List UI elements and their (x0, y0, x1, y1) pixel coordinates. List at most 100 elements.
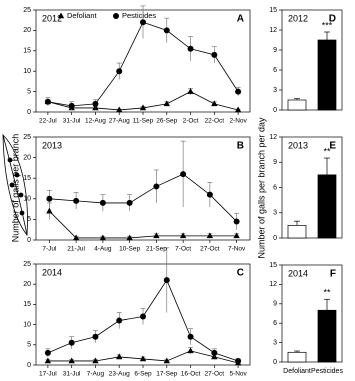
point (140, 19, 146, 26)
x-tick-label: 27-Aug (109, 118, 130, 125)
point (235, 357, 242, 364)
x-tick-label: 7-Jul (42, 246, 57, 253)
x-tick-label: 6-Sep (134, 371, 152, 378)
significance: *** (322, 20, 333, 30)
x-tick-label: 26-Sep (156, 118, 177, 125)
y-tick-label: 0 (27, 237, 31, 244)
legend-marker (113, 13, 119, 19)
y-tick-label: 20 (23, 154, 31, 161)
x-tick-label: 17-Jul (39, 371, 57, 378)
gall-dot (18, 192, 24, 198)
point (116, 353, 123, 360)
point (140, 313, 146, 320)
point (92, 100, 99, 107)
y-tick-label: 6 (273, 184, 277, 191)
y-tick-label: 3 (273, 87, 277, 94)
x-tick-label: 10-Sep (119, 246, 140, 253)
y-tick-label: 25 (23, 134, 31, 141)
point (92, 357, 99, 364)
y-tick-label: 5 (27, 216, 31, 223)
y-tick-label: 9 (273, 47, 277, 54)
x-tick-label: 21-Sep (146, 246, 167, 253)
bar (317, 39, 337, 111)
point (46, 207, 53, 214)
x-tick-label: 2-Nov (229, 118, 247, 125)
panel-label: B (237, 141, 244, 152)
point (116, 317, 123, 324)
significance: ** (323, 146, 331, 156)
panel-label: F (330, 269, 336, 280)
point (163, 357, 170, 364)
x-tick-label: 7-Nov (228, 246, 246, 253)
x-tick-label: 22-Oct (205, 118, 225, 125)
y-tick-label: 10 (23, 196, 31, 203)
bar (317, 309, 337, 363)
x-tick-label: 31-Jul (63, 371, 81, 378)
y-tick-label: 3 (273, 339, 277, 346)
point (235, 88, 242, 95)
point (68, 339, 75, 346)
y-tick-label: 6 (273, 67, 277, 74)
y-tick-label: 0 (27, 109, 31, 116)
plot-frame (35, 136, 251, 241)
y-tick-label: 25 (23, 7, 31, 14)
point (68, 102, 75, 109)
x-tick-label: 5-Nov (229, 371, 247, 378)
y-tick-label: 5 (27, 88, 31, 95)
legend-marker (57, 12, 65, 19)
y-tick-label: 12 (269, 134, 277, 141)
x-tick-label: 2-Oct (183, 118, 199, 125)
y-tick-label: 9 (273, 159, 277, 166)
x-tick-label: 27-Oct (200, 246, 220, 253)
plot-frame (281, 264, 343, 363)
legend-label: Defoliant (67, 11, 98, 20)
x-tick-label: Pesticides (311, 368, 343, 375)
point (116, 68, 123, 75)
point (73, 197, 80, 204)
y-axis-label: Number of galls per branch (10, 134, 20, 243)
y-tick-label: 0 (27, 362, 31, 369)
bar (287, 99, 307, 111)
year-label: 2012 (42, 13, 62, 23)
point (163, 277, 170, 284)
panel-label: D (329, 14, 336, 25)
gall-dot (9, 182, 15, 188)
y-tick-label: 12 (269, 27, 277, 34)
point (126, 199, 133, 206)
year-label: 2013 (288, 140, 308, 150)
point (163, 27, 170, 34)
x-tick-label: 21-Jul (67, 246, 85, 253)
point (187, 45, 194, 52)
series-line (49, 173, 237, 222)
y-tick-label: 20 (23, 27, 31, 34)
point (139, 104, 147, 111)
gall-dot (19, 210, 25, 216)
bar (287, 225, 307, 239)
point (99, 199, 106, 206)
y-tick-label: 0 (273, 359, 277, 366)
y-axis-label: Number of galls per branch per day (256, 117, 266, 259)
year-label: 2012 (288, 13, 308, 23)
x-tick-label: 4-Aug (94, 246, 112, 253)
significance: ** (323, 288, 331, 298)
point (44, 349, 51, 356)
point (116, 106, 123, 113)
x-tick-label: 7-Aug (87, 371, 105, 378)
point (233, 218, 240, 225)
panel-label: E (329, 141, 336, 152)
x-tick-label: 7-Oct (175, 246, 191, 253)
x-tick-label: 16-Oct (181, 371, 201, 378)
gall-dot (7, 157, 13, 163)
point (153, 232, 160, 239)
point (126, 234, 133, 241)
y-tick-label: 9 (273, 301, 277, 308)
point (187, 88, 194, 94)
point (211, 349, 218, 356)
y-tick-label: 3 (273, 210, 277, 217)
y-tick-label: 12 (269, 281, 277, 288)
y-tick-label: 6 (273, 320, 277, 327)
year-label: 2013 (42, 140, 62, 150)
gall-dot (14, 172, 20, 178)
